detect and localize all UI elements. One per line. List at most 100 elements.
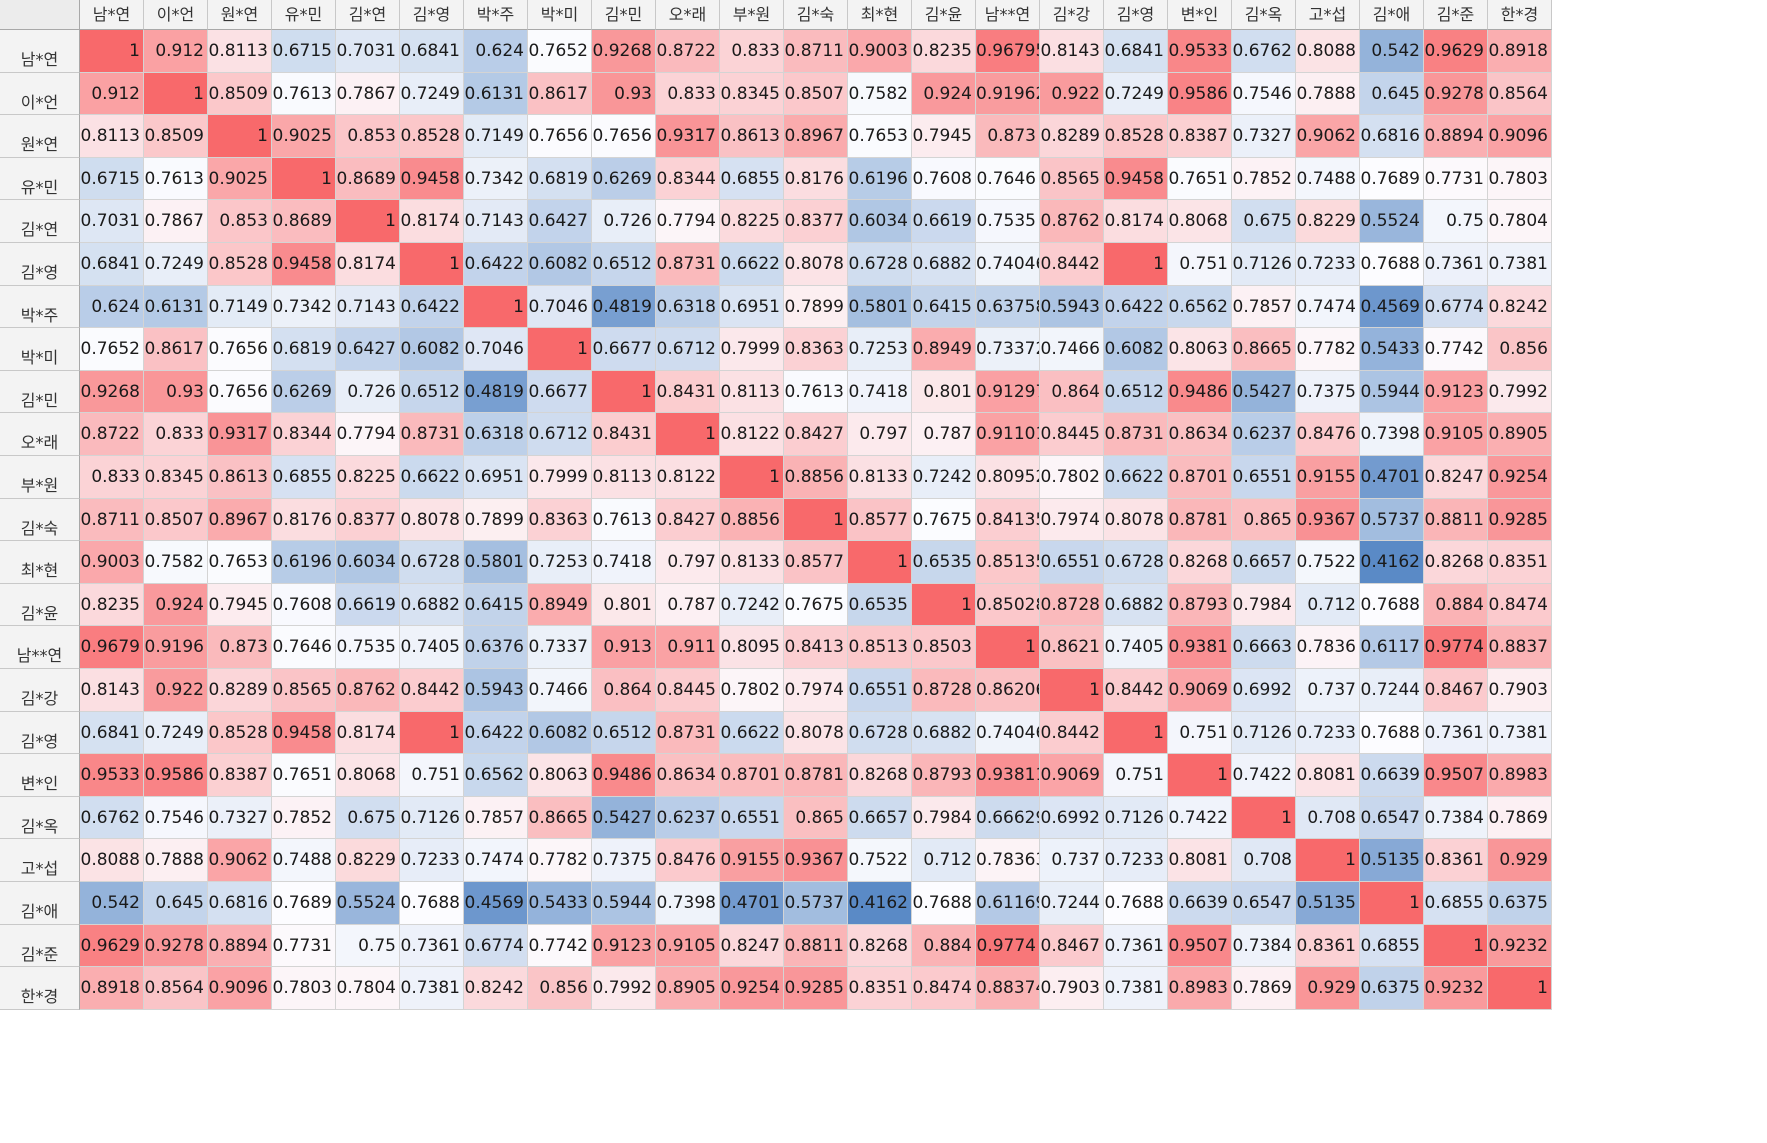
matrix-cell[interactable]: 0.7253 [528, 541, 592, 584]
matrix-cell[interactable]: 0.6196 [272, 541, 336, 584]
matrix-cell[interactable]: 0.6715 [272, 30, 336, 73]
matrix-cell[interactable]: 0.8665 [528, 796, 592, 840]
matrix-cell[interactable]: 0.6882 [1104, 583, 1168, 627]
matrix-cell[interactable]: 0.7233 [1296, 243, 1360, 286]
matrix-cell[interactable]: 0.7688 [1360, 711, 1424, 755]
matrix-cell[interactable]: 0.5427 [592, 796, 656, 840]
matrix-cell[interactable]: 0.7488 [1296, 157, 1360, 201]
matrix-cell[interactable]: 0.787 [912, 413, 976, 456]
matrix-cell[interactable]: 0.9268 [592, 30, 656, 73]
matrix-cell[interactable]: 0.4819 [464, 370, 528, 414]
matrix-cell[interactable]: 0.7375 [1296, 370, 1360, 414]
matrix-cell[interactable]: 0.8345 [144, 456, 208, 499]
matrix-cell[interactable]: 0.8728 [1040, 583, 1104, 627]
matrix-cell[interactable]: 0.8467 [1424, 669, 1488, 712]
matrix-cell[interactable]: 0.8442 [1040, 243, 1104, 286]
matrix-cell[interactable]: 0.6196 [848, 157, 912, 201]
matrix-cell[interactable]: 0.8413 [784, 626, 848, 669]
matrix-cell[interactable]: 1 [720, 456, 784, 499]
matrix-cell[interactable]: 0.8528 [208, 243, 272, 286]
matrix-cell[interactable]: 0.6131 [464, 72, 528, 116]
row-header[interactable]: 고*섭 [0, 839, 80, 882]
matrix-cell[interactable]: 0.7652 [80, 328, 144, 371]
matrix-cell[interactable]: 1 [80, 30, 144, 73]
matrix-cell[interactable]: 1 [1296, 839, 1360, 882]
matrix-cell[interactable]: 0.9123 [592, 924, 656, 968]
matrix-cell[interactable]: 0.8507 [784, 72, 848, 116]
matrix-cell[interactable]: 0.8143 [1040, 30, 1104, 73]
matrix-cell[interactable]: 0.8225 [720, 200, 784, 243]
matrix-cell[interactable]: 0.7327 [1232, 115, 1296, 158]
matrix-cell[interactable]: 0.4819 [592, 285, 656, 329]
matrix-cell[interactable]: 0.6882 [912, 711, 976, 755]
matrix-cell[interactable]: 0.6819 [528, 157, 592, 201]
matrix-cell[interactable]: 0.8133 [720, 541, 784, 584]
row-header[interactable]: 변*인 [0, 754, 80, 797]
matrix-cell[interactable]: 0.7398 [1360, 413, 1424, 456]
matrix-cell[interactable]: 0.6318 [656, 285, 720, 329]
matrix-cell[interactable]: 0.8634 [1168, 413, 1232, 456]
matrix-cell[interactable]: 0.9232 [1424, 967, 1488, 1010]
column-header[interactable]: 부*원 [720, 0, 784, 30]
matrix-cell[interactable]: 0.853 [208, 200, 272, 243]
matrix-cell[interactable]: 0.7031 [80, 200, 144, 243]
matrix-cell[interactable]: 0.8811 [784, 924, 848, 968]
column-header[interactable]: 박*미 [528, 0, 592, 30]
matrix-cell[interactable]: 1 [208, 115, 272, 158]
matrix-cell[interactable]: 0.91101 [976, 413, 1040, 456]
matrix-cell[interactable]: 0.7903 [1488, 669, 1552, 712]
matrix-cell[interactable]: 0.7899 [784, 285, 848, 329]
matrix-cell[interactable]: 0.8509 [208, 72, 272, 116]
matrix-cell[interactable]: 0.7546 [1232, 72, 1296, 116]
matrix-cell[interactable]: 0.8442 [400, 669, 464, 712]
matrix-cell[interactable]: 0.9003 [80, 541, 144, 584]
matrix-cell[interactable]: 0.8689 [272, 200, 336, 243]
matrix-cell[interactable]: 0.884 [1424, 583, 1488, 627]
matrix-cell[interactable]: 0.8918 [1488, 30, 1552, 73]
matrix-cell[interactable]: 0.8351 [1488, 541, 1552, 584]
matrix-cell[interactable]: 0.6728 [1104, 541, 1168, 584]
matrix-cell[interactable]: 0.8088 [1296, 30, 1360, 73]
matrix-cell[interactable]: 0.7852 [272, 796, 336, 840]
matrix-cell[interactable]: 1 [464, 285, 528, 329]
matrix-cell[interactable]: 0.6622 [720, 243, 784, 286]
matrix-cell[interactable]: 1 [1360, 882, 1424, 925]
matrix-cell[interactable]: 0.7656 [208, 328, 272, 371]
row-header[interactable]: 김*강 [0, 669, 80, 712]
matrix-cell[interactable]: 0.9507 [1424, 754, 1488, 797]
matrix-cell[interactable]: 1 [1424, 924, 1488, 968]
matrix-cell[interactable]: 0.6562 [1168, 285, 1232, 329]
matrix-cell[interactable]: 0.8174 [336, 243, 400, 286]
matrix-cell[interactable]: 0.6551 [720, 796, 784, 840]
matrix-cell[interactable]: 0.61169 [976, 882, 1040, 925]
matrix-cell[interactable]: 0.7422 [1168, 796, 1232, 840]
matrix-cell[interactable]: 0.8445 [656, 669, 720, 712]
matrix-cell[interactable]: 0.4701 [1360, 456, 1424, 499]
matrix-cell[interactable]: 0.865 [784, 796, 848, 840]
matrix-cell[interactable]: 0.8837 [1488, 626, 1552, 669]
matrix-cell[interactable]: 0.7802 [1040, 456, 1104, 499]
matrix-cell[interactable]: 0.7675 [784, 583, 848, 627]
matrix-cell[interactable]: 0.9268 [80, 370, 144, 414]
matrix-cell[interactable]: 0.9278 [144, 924, 208, 968]
matrix-cell[interactable]: 0.9232 [1488, 924, 1552, 968]
matrix-cell[interactable]: 0.7522 [848, 839, 912, 882]
matrix-cell[interactable]: 0.8731 [656, 243, 720, 286]
matrix-cell[interactable]: 0.8722 [656, 30, 720, 73]
matrix-cell[interactable]: 0.7999 [528, 456, 592, 499]
matrix-cell[interactable]: 0.8983 [1488, 754, 1552, 797]
matrix-cell[interactable]: 0.751 [1104, 754, 1168, 797]
matrix-cell[interactable]: 1 [1168, 754, 1232, 797]
column-header[interactable]: 김*준 [1424, 0, 1488, 30]
matrix-cell[interactable]: 0.8229 [336, 839, 400, 882]
matrix-cell[interactable]: 0.7582 [848, 72, 912, 116]
matrix-cell[interactable]: 0.5944 [1360, 370, 1424, 414]
row-header[interactable]: 김*애 [0, 882, 80, 925]
matrix-cell[interactable]: 0.9105 [1424, 413, 1488, 456]
matrix-cell[interactable]: 0.8762 [1040, 200, 1104, 243]
matrix-cell[interactable]: 0.6422 [464, 711, 528, 755]
matrix-cell[interactable]: 0.726 [592, 200, 656, 243]
matrix-cell[interactable]: 0.6992 [1232, 669, 1296, 712]
matrix-cell[interactable]: 0.85028 [976, 583, 1040, 627]
matrix-cell[interactable]: 0.8731 [656, 711, 720, 755]
